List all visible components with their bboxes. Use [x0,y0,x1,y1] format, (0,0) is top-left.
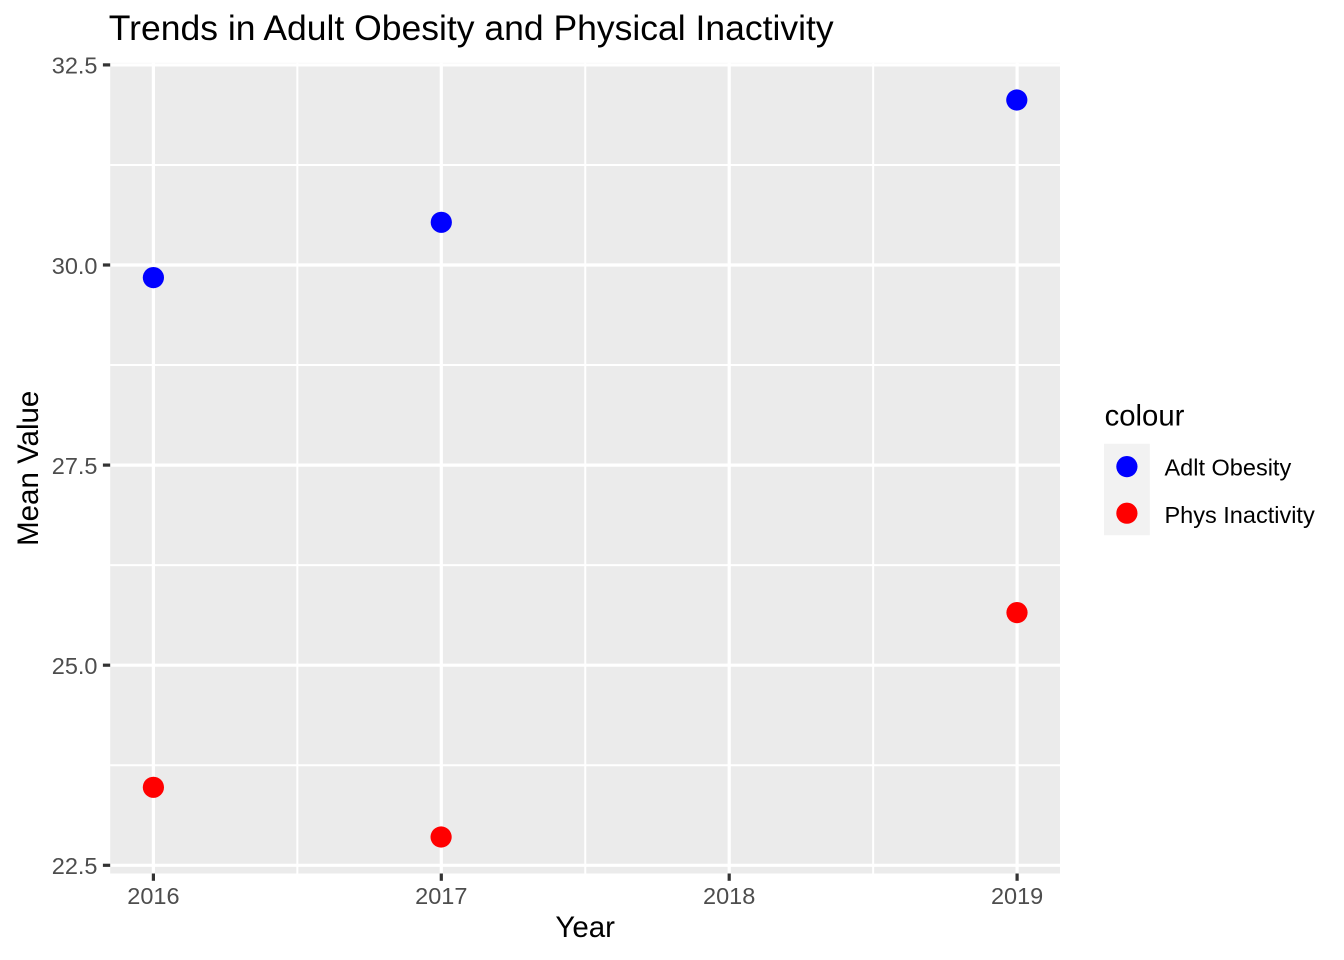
svg-text:22.5: 22.5 [52,853,98,879]
svg-text:30.0: 30.0 [52,253,98,279]
svg-text:25.0: 25.0 [52,653,98,679]
svg-text:Year: Year [555,911,615,944]
svg-text:Phys Inactivity: Phys Inactivity [1165,502,1315,528]
svg-text:Mean Value: Mean Value [12,391,45,546]
svg-text:27.5: 27.5 [52,453,98,479]
svg-text:2018: 2018 [703,883,755,909]
svg-text:Trends in Adult Obesity and Ph: Trends in Adult Obesity and Physical Ina… [109,8,834,48]
svg-text:2016: 2016 [127,883,179,909]
svg-text:Adlt Obesity: Adlt Obesity [1165,454,1292,480]
svg-text:colour: colour [1105,400,1185,433]
svg-text:2019: 2019 [991,883,1043,909]
svg-text:32.5: 32.5 [52,53,98,79]
svg-text:2017: 2017 [415,883,467,909]
